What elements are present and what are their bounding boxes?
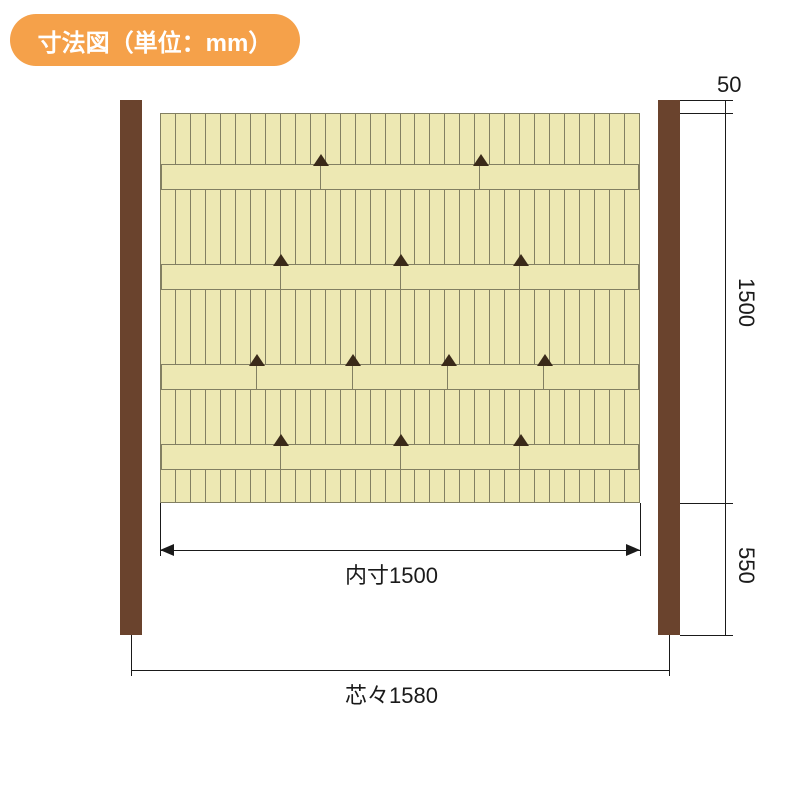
rail-segment bbox=[281, 444, 400, 470]
binding-knot-icon bbox=[345, 354, 361, 366]
dimension-tick bbox=[669, 635, 670, 676]
rail-segment bbox=[321, 164, 480, 190]
rail-segment bbox=[480, 164, 639, 190]
dimension-line bbox=[725, 113, 726, 503]
dimension-tick bbox=[131, 635, 132, 676]
binding-knot-icon bbox=[513, 434, 529, 446]
dimension-label: 内寸1500 bbox=[345, 558, 438, 590]
rail-segment bbox=[281, 264, 400, 290]
dimension-tick bbox=[680, 635, 733, 636]
rail-segment bbox=[161, 364, 257, 390]
dimension-line bbox=[160, 550, 640, 551]
binding-knot-icon bbox=[537, 354, 553, 366]
dimension-tick bbox=[160, 503, 161, 556]
binding-knot-icon bbox=[313, 154, 329, 166]
dimension-label: 1500 bbox=[733, 278, 759, 327]
dimension-line bbox=[725, 503, 726, 635]
rail-segment bbox=[401, 444, 520, 470]
fence-panel bbox=[160, 113, 640, 503]
rail-segment bbox=[161, 444, 281, 470]
dimension-label: 芯々1580 bbox=[345, 678, 438, 710]
horizontal-rail bbox=[161, 264, 639, 290]
post-right bbox=[658, 100, 680, 635]
binding-knot-icon bbox=[441, 354, 457, 366]
dimension-label: 550 bbox=[733, 547, 759, 584]
rail-segment bbox=[448, 364, 543, 390]
dimension-label: 50 bbox=[717, 72, 741, 98]
rail-segment bbox=[161, 164, 321, 190]
binding-knot-icon bbox=[393, 434, 409, 446]
arrowhead-icon bbox=[626, 544, 640, 556]
dimension-tick bbox=[640, 503, 641, 556]
horizontal-rail bbox=[161, 444, 639, 470]
dimension-diagram: 501500550内寸1500芯々1580 bbox=[120, 100, 680, 740]
arrowhead-icon bbox=[160, 544, 174, 556]
binding-knot-icon bbox=[273, 254, 289, 266]
horizontal-rail bbox=[161, 364, 639, 390]
rail-segment bbox=[544, 364, 639, 390]
rail-segment bbox=[520, 444, 639, 470]
rail-segment bbox=[257, 364, 352, 390]
binding-knot-icon bbox=[513, 254, 529, 266]
rail-segment bbox=[161, 264, 281, 290]
rail-segment bbox=[520, 264, 639, 290]
binding-knot-icon bbox=[273, 434, 289, 446]
horizontal-rail bbox=[161, 164, 639, 190]
rail-segment bbox=[353, 364, 448, 390]
title-badge: 寸法図（単位：mm） bbox=[10, 14, 300, 66]
dimension-line bbox=[131, 670, 669, 671]
binding-knot-icon bbox=[249, 354, 265, 366]
post-left bbox=[120, 100, 142, 635]
rail-segment bbox=[401, 264, 520, 290]
binding-knot-icon bbox=[393, 254, 409, 266]
dimension-line bbox=[725, 100, 726, 113]
binding-knot-icon bbox=[473, 154, 489, 166]
